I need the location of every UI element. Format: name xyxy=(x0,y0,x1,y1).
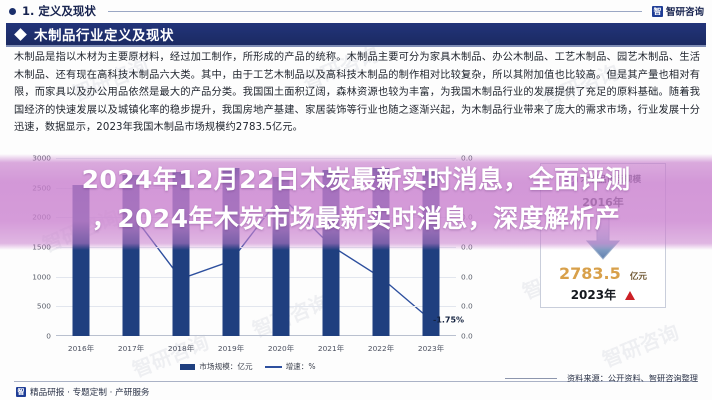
chart-bar xyxy=(122,174,140,336)
info-card-year-to-row: 2023年 xyxy=(541,286,665,303)
y-axis-tick-label: 1500 xyxy=(32,242,51,252)
chart-plot-area: 3000 2500 2000 1500 1000 500 0 0.0 0.0 0.0 0.0 0.0 0… xyxy=(32,154,473,354)
market-size-chart: 3000 2500 2000 1500 1000 500 0 0.0 0.0 0.0 0.0 0.0 0… xyxy=(14,152,482,380)
legend-item-growth-rate: 增速：% xyxy=(264,361,316,372)
info-card-heading: O 木制品市场规模 xyxy=(541,173,665,186)
chart-legend: 市场规模：亿元 增速：% xyxy=(14,361,482,372)
section-header: 1. 定义及现状 智 智研咨询 xyxy=(0,0,712,22)
grid-line xyxy=(56,276,456,278)
x-axis-tick-label: 2017年 xyxy=(117,344,145,353)
chart-bar xyxy=(222,167,240,336)
chart-bar xyxy=(372,167,390,336)
info-card-value-row: 2783.5 亿元 xyxy=(541,264,665,283)
legend-label: 增速：% xyxy=(285,362,316,371)
x-axis-line xyxy=(56,335,456,336)
y-axis-tick-label: 500 xyxy=(36,301,51,311)
body-paragraph: 木制品是指以木材为主要原材料，经过加工制作，所形成的产品的统称。木制品主要可分为… xyxy=(14,52,700,134)
y2-axis-tick-label: 0.0 xyxy=(461,331,473,341)
chart-bar xyxy=(172,172,190,336)
chart-bar xyxy=(272,177,290,336)
footer-services-text: 精品研报 · 专题定制 · 产研服务 xyxy=(30,388,150,398)
x-axis-tick-label: 2018年 xyxy=(167,344,195,353)
market-size-info-card: O 木制品市场规模 2016年 2783.5 亿元 2023年 xyxy=(540,163,666,308)
brand-mark-icon: 智 xyxy=(16,387,26,397)
info-card-heading-text: 木制品市场规模 xyxy=(580,175,642,185)
info-card-unit: 亿元 xyxy=(629,272,648,282)
header-divider xyxy=(107,10,642,12)
grid-line xyxy=(56,306,456,308)
legend-swatch-bar-icon xyxy=(180,363,196,370)
grid-line xyxy=(56,158,456,159)
y-axis-tick-label: 3000 xyxy=(32,153,51,163)
grid-line xyxy=(56,247,456,248)
watermark: 智研咨询 xyxy=(598,319,683,373)
x-axis-tick-label: 2016年 xyxy=(67,344,95,353)
footer-source-text: 资料来源：公开资料、智研咨询整理 xyxy=(566,373,698,383)
brand-mark-icon: 智 xyxy=(651,5,663,17)
footer-source: 资料来源：公开资料、智研咨询整理 xyxy=(504,372,698,384)
circle-badge-icon: O xyxy=(564,173,578,186)
diamond-bullet-icon xyxy=(14,27,27,41)
chart-bar xyxy=(72,184,90,336)
x-axis-tick-label: 2021年 xyxy=(317,344,345,353)
y-axis-tick-label: 2500 xyxy=(32,183,51,193)
footer-services: 智 精品研报 · 专题定制 · 产研服务 xyxy=(16,386,150,398)
section-number-title: 1. 定义及现状 xyxy=(22,4,96,18)
chart-bar xyxy=(322,170,340,336)
y2-axis-tick-label: 0.0 xyxy=(461,301,473,311)
y-axis-tick-label: 2000 xyxy=(32,212,51,222)
info-card-year-to: 2023年 xyxy=(570,288,617,302)
y-axis-tick-label: 0 xyxy=(46,331,51,341)
slide-title: 木制品行业定义及现状 xyxy=(34,28,174,44)
x-axis-tick-label: 2020年 xyxy=(267,344,295,353)
legend-swatch-line-icon xyxy=(264,365,282,368)
y2-axis-tick-label: 0.0 xyxy=(461,242,473,252)
arrow-down-icon xyxy=(585,213,621,265)
legend-label: 市场规模：亿元 xyxy=(199,362,253,371)
grid-line xyxy=(56,217,456,219)
brand-logo: 智 智研咨询 xyxy=(651,4,704,18)
x-axis-tick-label: 2022年 xyxy=(367,344,395,353)
legend-item-market-size: 市场规模：亿元 xyxy=(180,361,253,372)
info-card-year-from: 2016年 xyxy=(582,196,624,209)
footer-source-rule xyxy=(504,377,557,379)
y2-axis-tick-label: 0.0 xyxy=(461,183,473,193)
y2-axis-tick-label: 0.0 xyxy=(461,272,473,282)
footer-divider xyxy=(14,381,698,382)
y2-axis-tick-label: 0.0 xyxy=(461,212,473,222)
brand-name: 智研咨询 xyxy=(665,7,704,18)
x-axis-tick-label: 2023年 xyxy=(417,344,445,353)
triangle-up-icon xyxy=(625,291,636,300)
data-point-label: -1.75% xyxy=(433,315,465,325)
chart-bar xyxy=(422,170,440,336)
slide-title-bar: 木制品行业定义及现状 xyxy=(6,23,706,47)
x-axis-tick-label: 2019年 xyxy=(217,344,245,353)
y2-axis-tick-label: 0.0 xyxy=(461,153,473,163)
bullet-dot-icon xyxy=(9,7,16,15)
grid-line xyxy=(56,187,456,189)
y-axis-tick-label: 1000 xyxy=(32,272,51,282)
info-card-value: 2783.5 xyxy=(558,264,621,283)
